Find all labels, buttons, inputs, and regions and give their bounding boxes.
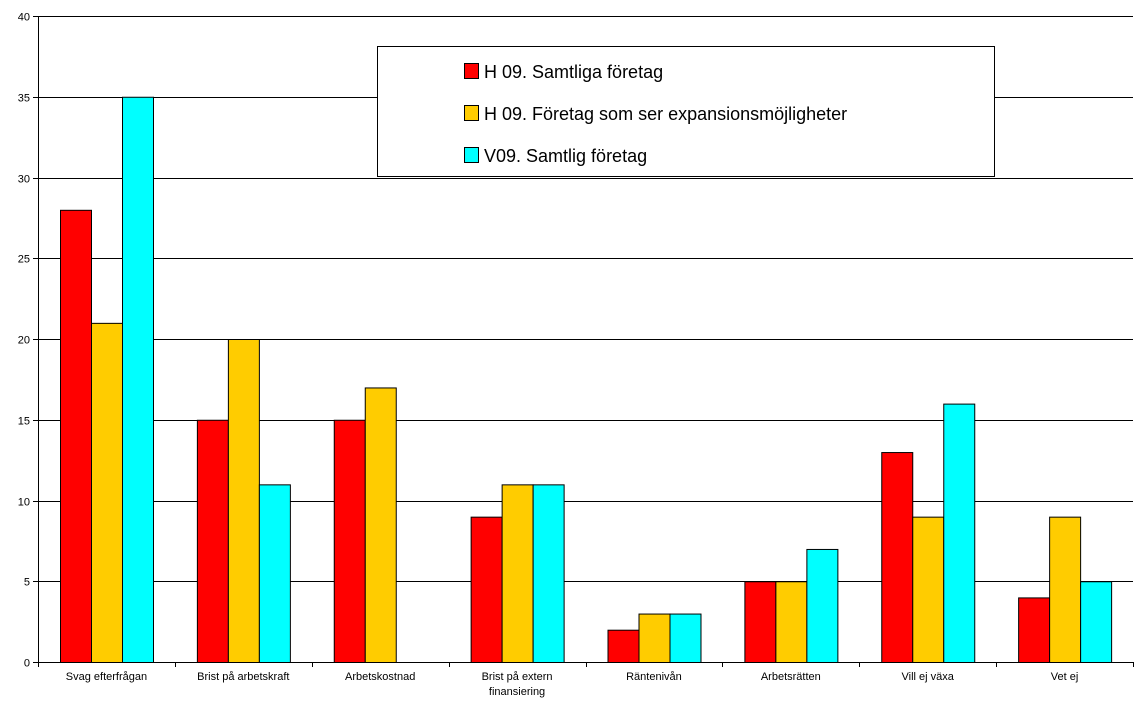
y-tick-label: 15 [18, 416, 30, 428]
x-tick-label: Brist på extern finansiering [482, 671, 553, 698]
bar-2-1 [91, 322, 123, 663]
bar-1-6 [744, 581, 777, 663]
bar-1-4 [470, 516, 503, 664]
y-tick-label: 5 [24, 577, 30, 589]
bar-1-5 [607, 629, 640, 664]
bar-3-1 [122, 96, 154, 663]
bar-1-7 [881, 452, 914, 663]
bar-2-2 [227, 339, 260, 663]
x-tick-label: Brist på arbetskraft [197, 671, 289, 683]
bar-3-5 [669, 613, 702, 663]
bar-3-8 [1080, 581, 1113, 663]
legend-swatch-1 [464, 63, 479, 79]
bar-1-1 [60, 209, 92, 664]
y-tick-label: 20 [18, 335, 30, 347]
bar-2-8 [1049, 516, 1082, 664]
bar-3-2 [258, 484, 291, 663]
bar-1-8 [1018, 597, 1051, 664]
legend-label-3: V09. Samtlig företag [484, 146, 647, 166]
legend-box [377, 46, 995, 177]
bar-1-2 [196, 419, 229, 663]
bar-3-7 [943, 403, 976, 663]
bar-1-3 [333, 419, 366, 663]
x-tick-label: Svag efterfrågan [66, 671, 147, 683]
legend: H 09. Samtliga företag H 09. Företag som … [377, 46, 995, 177]
legend-swatch-2 [464, 105, 479, 121]
bar-2-6 [775, 581, 808, 663]
y-tick-label: 0 [24, 658, 30, 670]
axes: 0 5 10 15 20 25 30 35 40 Svag efterfrågan Brist på… [18, 12, 1134, 698]
bar-3-6 [806, 548, 839, 664]
bar-2-5 [638, 613, 671, 663]
bar-2-4 [501, 484, 534, 663]
bars [60, 96, 1113, 664]
bar-2-3 [364, 387, 397, 663]
x-tick-label: Arbetsrätten [761, 671, 821, 683]
y-tick-label: 35 [18, 93, 30, 105]
x-tick-label: Vet ej [1051, 671, 1079, 683]
x-tick-label: Vill ej växa [901, 671, 954, 683]
legend-label-1: H 09. Samtliga företag [484, 62, 663, 82]
legend-swatch-3 [464, 147, 479, 163]
x-tick-label: Räntenivån [626, 671, 682, 683]
bar-3-4 [532, 484, 565, 663]
legend-label-2: H 09. Företag som ser expansionsmöjlighe… [484, 104, 847, 124]
y-tick-label: 40 [18, 12, 30, 24]
y-tick-label: 30 [18, 174, 30, 186]
y-tick-label: 10 [18, 497, 30, 509]
y-tick-label: 25 [18, 254, 30, 266]
x-tick-label: Arbetskostnad [345, 671, 415, 683]
bar-2-7 [912, 516, 945, 664]
